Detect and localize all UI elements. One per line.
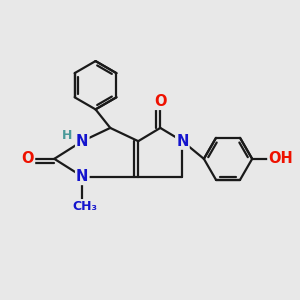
Text: OH: OH (268, 151, 293, 166)
Text: H: H (62, 129, 72, 142)
Text: O: O (154, 94, 167, 109)
Text: N: N (176, 134, 189, 149)
Text: CH₃: CH₃ (72, 200, 97, 213)
Text: O: O (22, 151, 34, 166)
Text: N: N (76, 134, 88, 149)
Text: N: N (76, 169, 88, 184)
